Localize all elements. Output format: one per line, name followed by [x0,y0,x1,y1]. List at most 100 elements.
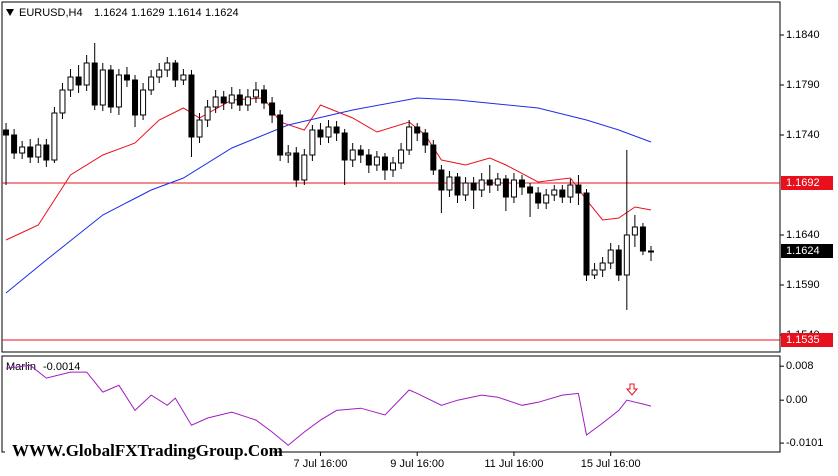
moving-average [5,97,652,294]
candle-body [43,144,50,161]
candle-body [430,144,437,171]
y-tick-label: -0.0101 [786,437,823,449]
candle-body [494,178,501,186]
x-tick-label: 15 Jul 16:00 [581,458,641,470]
candle-body [373,156,380,166]
y-tick-label: 1.1740 [786,129,820,141]
y-tick-label: 1.1790 [786,79,820,91]
candle-body [639,226,646,252]
candle-body [252,89,259,98]
candle-body [510,179,517,198]
candle-body [438,169,445,191]
candle-body [293,152,300,181]
candle-body [406,126,413,151]
y-tick-label: 0.00 [786,394,807,406]
level-box [781,176,833,190]
ohlc-close: 1.1624 [205,7,239,19]
candle-body [390,162,397,171]
y-tick-label: 0.008 [786,360,814,372]
symbol: EURUSD,H4 [19,7,83,19]
candle-body [156,69,163,78]
candle-body [27,146,34,158]
candle-body [317,129,324,138]
candle-body [35,144,42,158]
candle-body [91,62,98,106]
candle-body [631,226,638,236]
candle-body [261,89,268,104]
candle-body [212,96,219,108]
candle-body [543,194,550,204]
candle-body [196,119,203,138]
indicator-panel [1,355,781,453]
candle-body [446,176,453,191]
candle-body [269,102,276,116]
candle-body [277,114,284,156]
candle-body [19,146,26,154]
candle-body [51,112,58,161]
candle-body [478,179,485,191]
candle-body [188,74,195,138]
y-tick-label: 1.1840 [786,29,820,41]
candle-body [462,182,469,196]
candle-body [607,249,614,264]
indicator-line [5,364,652,446]
candle-body [285,152,292,156]
candle-body [59,89,66,114]
candle-body [244,96,251,106]
candle-body [172,62,179,81]
level-label: 1.1692 [786,177,820,189]
candle-body [132,79,139,116]
candle-body [204,106,211,121]
candle-body [365,154,372,166]
candle-body [333,126,340,134]
candle-body [3,129,10,136]
indicator-value: -0.0014 [43,361,80,373]
candle-body [99,69,106,106]
price-box [781,244,833,258]
y-tick-label: 1.1640 [786,229,820,241]
x-tick-label: 9 Jul 16:00 [390,458,444,470]
candle-body [236,94,243,106]
level-label: 1.1535 [786,334,820,346]
candle-body [357,149,364,156]
candle-body [583,192,590,276]
menu-arrow [6,9,14,16]
candle-body [83,62,90,86]
candle-body [454,176,461,196]
candle-body [599,262,606,271]
candle-body [140,89,147,116]
ohlc-high: 1.1629 [131,7,165,19]
y-tick-label: 1.1590 [786,279,820,291]
candle-body [341,132,348,161]
price-panel [1,1,781,353]
candle-body [559,189,566,198]
candle-body [398,149,405,164]
candle-body [567,184,574,198]
x-tick-label: 7 Jul 16:00 [294,458,348,470]
watermark-box [5,437,273,467]
candle-body [535,192,542,204]
candle-body [615,249,622,276]
candle-body [527,186,534,194]
candle-body [107,69,114,108]
candle-body [422,132,429,146]
candle-body [148,76,155,91]
candle-body [123,74,130,81]
candle-body [309,129,316,156]
signal-arrow [625,383,639,396]
ohlc-low: 1.1614 [168,7,202,19]
candle-body [519,179,526,188]
level-box [781,333,833,347]
candle-body [591,269,598,276]
candle-body [575,184,582,194]
candle-body [115,74,122,108]
candle-body [325,126,332,138]
candle-body [220,96,227,104]
candle-body [164,62,171,71]
candle-body [486,179,493,186]
candle-body [11,134,18,154]
watermark: WWW.GlobalFXTradingGroup.Com [12,441,283,460]
candle-body [502,178,509,198]
candle-body [623,234,630,276]
candle-body [75,76,82,86]
